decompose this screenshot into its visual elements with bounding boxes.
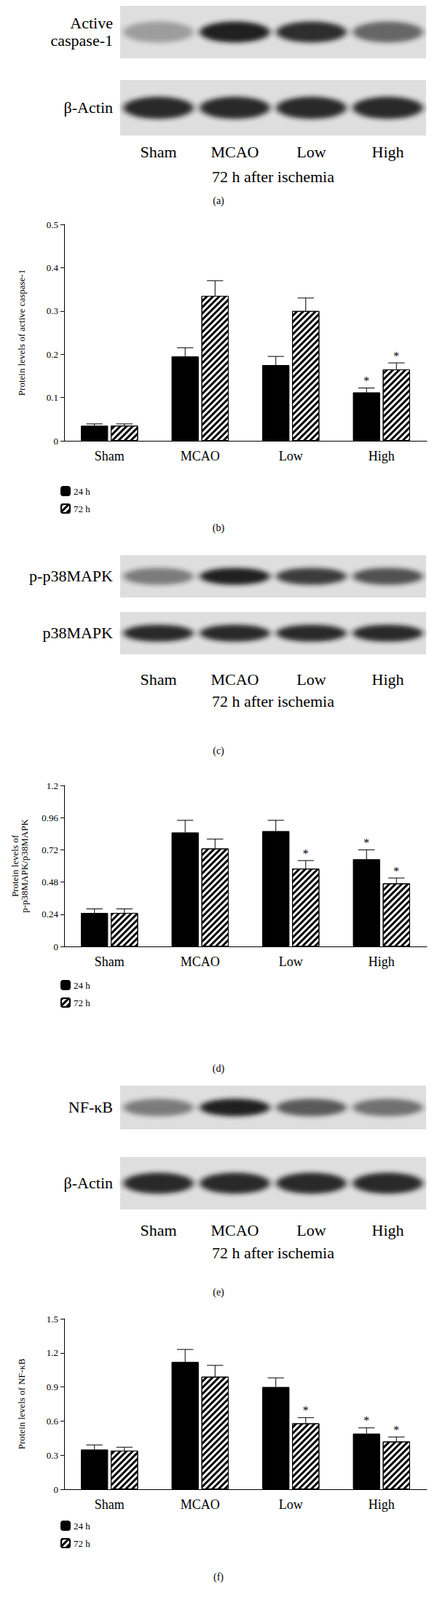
svg-text:0.2: 0.2 (46, 348, 59, 360)
svg-text:72 h after ischemia: 72 h after ischemia (211, 167, 335, 186)
svg-text:MCAO: MCAO (180, 1496, 220, 1512)
svg-text:Sham: Sham (94, 448, 125, 464)
svg-text:72 h: 72 h (73, 1537, 91, 1549)
svg-text:MCAO: MCAO (210, 670, 259, 689)
svg-text:0.4: 0.4 (46, 262, 59, 274)
svg-text:1.2: 1.2 (46, 780, 59, 791)
svg-text:*: * (363, 1413, 370, 1427)
svg-text:High: High (368, 448, 395, 464)
svg-text:Sham: Sham (139, 670, 177, 689)
svg-text:Sham: Sham (139, 1220, 177, 1239)
svg-text:1.5: 1.5 (46, 1313, 59, 1325)
svg-text:Low: Low (296, 142, 326, 161)
svg-text:*: * (302, 847, 309, 860)
svg-text:(e): (e) (212, 1286, 225, 1298)
svg-text:0.6: 0.6 (46, 1415, 59, 1427)
svg-text:Sham: Sham (139, 142, 177, 161)
svg-text:Low: Low (278, 448, 303, 464)
svg-text:High: High (368, 1496, 395, 1512)
svg-text:0.48: 0.48 (41, 876, 59, 888)
svg-text:Low: Low (296, 670, 326, 689)
svg-text:*: * (363, 836, 370, 849)
svg-text:Protein levels of NF-κB: Protein levels of NF-κB (16, 1357, 27, 1449)
svg-text:0.3: 0.3 (46, 1449, 59, 1461)
svg-text:p-p38MAPK: p-p38MAPK (29, 566, 113, 585)
svg-text:72 h: 72 h (73, 503, 91, 515)
svg-text:High: High (372, 1220, 405, 1239)
svg-text:Activecaspase-1: Activecaspase-1 (50, 13, 113, 50)
svg-text:0.3: 0.3 (46, 305, 59, 317)
svg-text:0.72: 0.72 (41, 844, 59, 856)
svg-text:*: * (393, 349, 400, 362)
svg-text:MCAO: MCAO (180, 448, 220, 464)
svg-text:24 h: 24 h (73, 979, 91, 991)
svg-text:*: * (393, 1423, 400, 1436)
svg-text:Low: Low (296, 1220, 326, 1239)
svg-text:High: High (372, 142, 405, 161)
svg-text:(f): (f) (213, 1571, 224, 1583)
svg-text:*: * (363, 374, 370, 387)
svg-text:*: * (393, 864, 400, 877)
svg-text:Protein levels of: Protein levels of (9, 834, 21, 897)
svg-text:Low: Low (278, 954, 303, 969)
svg-text:(b): (b) (212, 522, 226, 534)
svg-text:(c): (c) (212, 745, 225, 757)
svg-text:β-Actin: β-Actin (64, 98, 113, 117)
svg-text:NF-κB: NF-κB (68, 1097, 113, 1116)
svg-text:0.5: 0.5 (46, 219, 59, 231)
svg-text:Low: Low (278, 1496, 303, 1512)
svg-text:MCAO: MCAO (210, 142, 259, 161)
svg-text:0.1: 0.1 (46, 391, 59, 403)
svg-text:Sham: Sham (94, 954, 125, 969)
svg-text:0: 0 (53, 1483, 59, 1495)
svg-text:(a): (a) (212, 195, 225, 207)
svg-text:p-p38MAPK/p38MAPK: p-p38MAPK/p38MAPK (18, 818, 30, 913)
svg-text:Protein levels of active caspa: Protein levels of active caspase-1 (16, 269, 27, 396)
svg-text:72 h after ischemia: 72 h after ischemia (211, 1243, 335, 1262)
svg-text:0: 0 (53, 435, 59, 447)
svg-text:*: * (302, 1403, 309, 1416)
svg-text:β-Actin: β-Actin (64, 1173, 113, 1192)
svg-text:0: 0 (53, 941, 59, 952)
svg-text:24 h: 24 h (73, 485, 91, 497)
svg-text:0.24: 0.24 (41, 908, 59, 920)
svg-text:(d): (d) (212, 1062, 226, 1075)
svg-text:MCAO: MCAO (210, 1220, 259, 1239)
svg-text:24 h: 24 h (73, 1520, 91, 1531)
svg-text:Sham: Sham (94, 1496, 125, 1512)
svg-text:MCAO: MCAO (180, 954, 220, 969)
svg-text:72 h after ischemia: 72 h after ischemia (211, 691, 335, 711)
svg-text:High: High (372, 670, 405, 689)
svg-text:1.2: 1.2 (46, 1346, 59, 1358)
svg-text:High: High (368, 954, 395, 969)
svg-text:0.96: 0.96 (41, 812, 59, 824)
svg-text:72 h: 72 h (73, 997, 91, 1009)
svg-text:p38MAPK: p38MAPK (42, 623, 113, 642)
svg-text:0.9: 0.9 (46, 1380, 59, 1392)
